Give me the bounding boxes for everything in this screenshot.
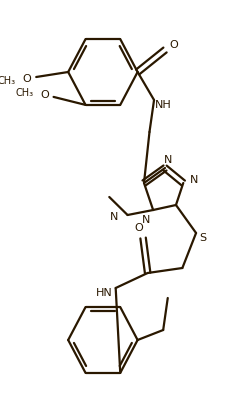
Text: NH: NH — [155, 100, 172, 110]
Text: O: O — [23, 74, 32, 84]
Text: O: O — [170, 40, 179, 50]
Text: CH₃: CH₃ — [15, 88, 33, 98]
Text: O: O — [40, 90, 49, 100]
Text: N: N — [110, 212, 118, 222]
Text: S: S — [199, 233, 206, 243]
Text: N: N — [163, 155, 172, 165]
Text: CH₃: CH₃ — [0, 76, 16, 86]
Text: HN: HN — [96, 288, 113, 298]
Text: O: O — [134, 223, 143, 233]
Text: N: N — [142, 215, 150, 225]
Text: N: N — [190, 175, 198, 185]
